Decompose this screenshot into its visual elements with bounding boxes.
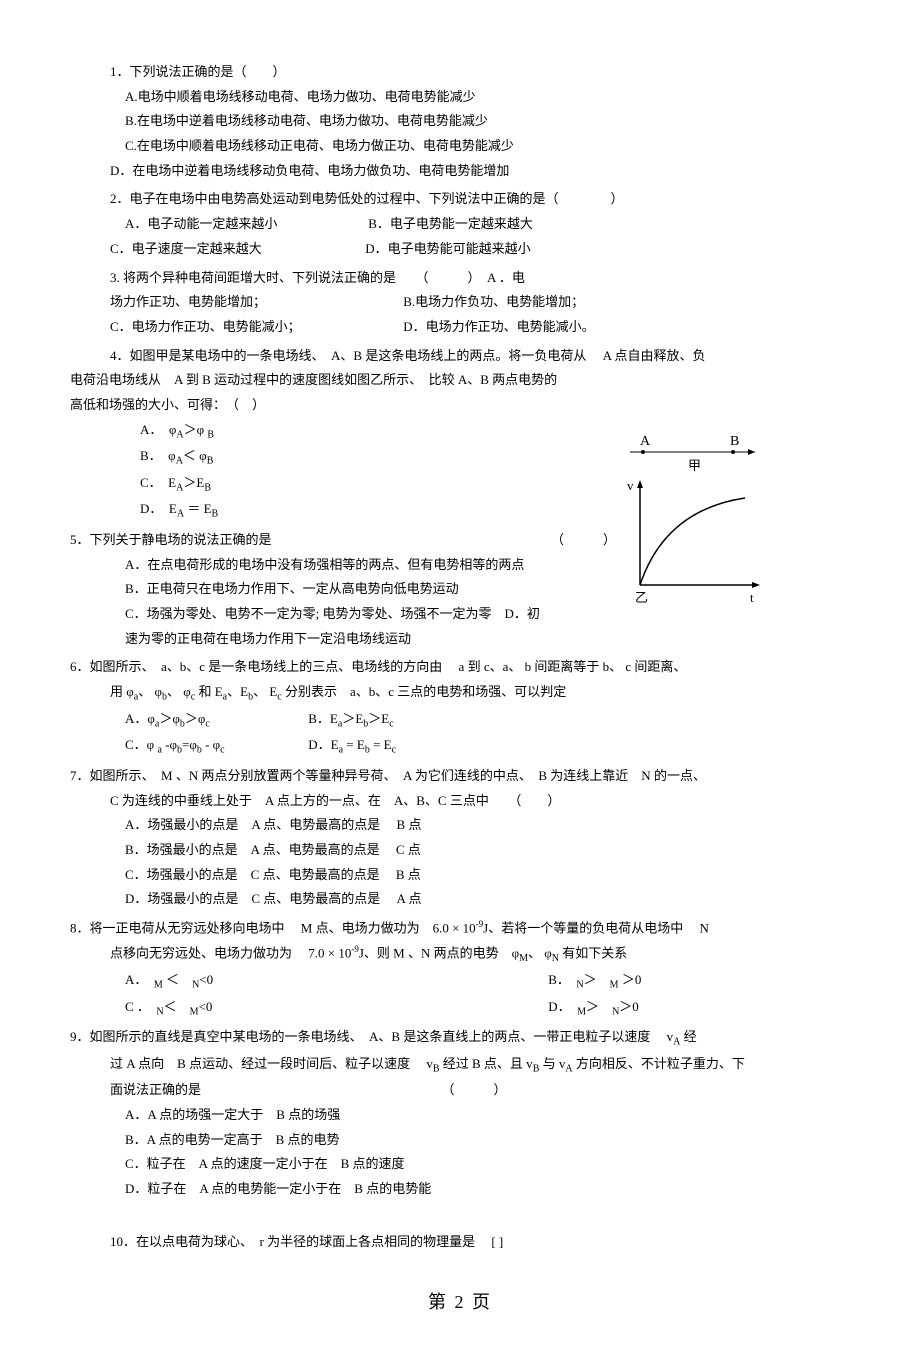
q2-stem: 2．电子在电场中由电势高处运动到电势低处的过程中、下列说法中正确的是（ ） [70, 187, 850, 212]
diagram-label-t: t [750, 590, 754, 605]
q9-opt-b: B．A 点的电势一定高于 B 点的电势 [70, 1128, 850, 1153]
question-8: 8．将一正电荷从无穷远处移向电场中 M 点、电场力做功为 6.0 × 10-9J… [70, 916, 850, 1021]
q2-row2: C．电子速度一定越来越大 D．电子电势能可能越来越小 [70, 237, 850, 262]
q4-num: 4． [110, 348, 130, 363]
diagram-curve [640, 498, 745, 585]
q9-opt-d: D．粒子在 A 点的电势能一定小于在 B 点的电势能 [70, 1177, 850, 1202]
q2-row1: A．电子动能一定越来越小 B．电子电势能一定越来越大 [70, 212, 850, 237]
q4-stem-text: 如图甲是某电场中的一条电场线、 A、B 是这条电场线上的两点。将一负电荷从 A … [130, 348, 706, 363]
q3-num: 3. [110, 270, 120, 285]
question-3: 3. 将两个异种电荷间距增大时、下列说法正确的是 （ ） A ．电 场力作正功、… [70, 266, 850, 340]
diagram-label-v: v [627, 478, 634, 493]
q8-opt-b: B． N＞ M ＞0 [548, 968, 641, 995]
q2-opt-b: B．电子电势能一定越来越大 [368, 212, 533, 237]
q1-opt-b: B.在电场中逆着电场线移动电荷、电场力做功、电荷电势能减少 [70, 109, 850, 134]
q5-opt-d: 速为零的正电荷在电场力作用下一定沿电场线运动 [70, 627, 850, 652]
q2-opt-d: D．电子电势能可能越来越小 [365, 237, 530, 262]
q7-opt-a: A．场强最小的点是 A 点、电势最高的点是 B 点 [70, 813, 850, 838]
question-7: 7．如图所示、 M 、N 两点分别放置两个等量种异号荷、 A 为它们连线的中点、… [70, 764, 850, 912]
q7-cont: C 为连线的中垂线上处于 A 点上方的一点、在 A、B、C 三点中 （ ） [70, 789, 850, 814]
q8-stem: 8．将一正电荷从无穷远处移向电场中 M 点、电场力做功为 6.0 × 10-9J… [70, 916, 850, 941]
diagram-label-a: A [640, 434, 651, 449]
q7-opt-c: C．场强最小的点是 C 点、电势最高的点是 B 点 [70, 863, 850, 888]
q1-stem: 1．下列说法正确的是（ ） [70, 60, 850, 85]
q4-cont2: 高低和场强的大小、可得： （ ） [70, 393, 850, 418]
question-1: 1．下列说法正确的是（ ） A.电场中顺着电场线移动电荷、电场力做功、电荷电势能… [70, 60, 850, 183]
q8-opt-d: D． M＞ N＞0 [548, 995, 639, 1022]
page-footer: 第 2 页 [70, 1285, 850, 1319]
q6-stem: 6．如图所示、 a、b、c 是一条电场线上的三点、电场线的方向由 a 到 c、a… [70, 655, 850, 680]
q8-num: 8． [70, 920, 90, 935]
q6-num: 6． [70, 659, 90, 674]
page-container: 1．下列说法正确的是（ ） A.电场中顺着电场线移动电荷、电场力做功、电荷电势能… [70, 60, 850, 1319]
q1-opt-a: A.电场中顺着电场线移动电荷、电场力做功、电荷电势能减少 [70, 85, 850, 110]
q7-num: 7． [70, 768, 90, 783]
q3-opt-b: B.电场力作负功、电势能增加； [403, 290, 584, 315]
question-2: 2．电子在电场中由电势高处运动到电势低处的过程中、下列说法中正确的是（ ） A．… [70, 187, 850, 261]
q1-num: 1． [110, 64, 130, 79]
q4-diagram: A B 甲 v t 乙 [610, 430, 770, 610]
q6-cont: 用 φa、 φb、 φc 和 Ea、Eb、 Ec 分别表示 a、b、c 三点的电… [70, 680, 850, 707]
q9-opt-c: C．粒子在 A 点的速度一定小于在 B 点的速度 [70, 1152, 850, 1177]
question-10: 10．在以点电荷为球心、 r 为半径的球面上各点相同的物理量是 [ ] [70, 1230, 850, 1255]
q5-stem-text: 下列关于静电场的说法正确的是 （ ） [90, 532, 617, 547]
q7-opt-d: D．场强最小的点是 C 点、电势最高的点是 A 点 [70, 887, 850, 912]
q2-num: 2． [110, 191, 130, 206]
q8-row2: C ． N＜ M<0 D． M＞ N＞0 [70, 995, 850, 1022]
q1-stem-text: 下列说法正确的是（ ） [130, 64, 286, 79]
q3-opt-d: D．电场力作正功、电势能减小。 [403, 315, 594, 340]
q7-stem-text: 如图所示、 M 、N 两点分别放置两个等量种异号荷、 A 为它们连线的中点、 B… [90, 768, 706, 783]
q6-row1: A．φa＞φb＞φc B．Ea＞Eb＞Ec [70, 707, 850, 734]
q2-opt-c: C．电子速度一定越来越大 [110, 237, 362, 262]
q6-stem-text: 如图所示、 a、b、c 是一条电场线上的三点、电场线的方向由 a 到 c、a、 … [90, 659, 687, 674]
q6-opt-d: D．Ea = Eb = Ec [308, 733, 396, 760]
q5-num: 5． [70, 532, 90, 547]
q6-opt-c: C．φ a -φb=φb - φc [125, 733, 305, 760]
q8-cont: 点移向无穷远处、电场力做功为 7.0 × 10-9J、则 M 、N 两点的电势 … [70, 941, 850, 968]
diagram-label-yi: 乙 [635, 590, 648, 605]
q9-cont2: 面说法正确的是 （ ） [70, 1078, 850, 1103]
q3-opt-c: C．电场力作正功、电势能减小； [110, 315, 400, 340]
q10-num: 10． [110, 1234, 136, 1249]
q2-opt-a: A．电子动能一定越来越小 [125, 212, 365, 237]
q1-opt-c: C.在电场中顺着电场线移动正电荷、电场力做正功、电荷电势能减少 [70, 134, 850, 159]
q1-opt-d: D．在电场中逆着电场线移动负电荷、电场力做负功、电荷电势能增加 [70, 159, 850, 184]
question-9: 9．如图所示的直线是真空中某电场的一条电场线、 A、B 是这条直线上的两点、一带… [70, 1025, 850, 1202]
q7-opt-b: B．场强最小的点是 A 点、电势最高的点是 C 点 [70, 838, 850, 863]
q6-opt-a: A．φa＞φb＞φc [125, 707, 305, 734]
q7-stem: 7．如图所示、 M 、N 两点分别放置两个等量种异号荷、 A 为它们连线的中点、… [70, 764, 850, 789]
diagram-x-arrow [752, 582, 760, 588]
q9-opt-a: A．A 点的场强一定大于 B 点的场强 [70, 1103, 850, 1128]
q3-row2: C．电场力作正功、电势能减小； D．电场力作正功、电势能减小。 [70, 315, 850, 340]
q8-opt-c: C ． N＜ M<0 [125, 995, 545, 1022]
q10-stem-text: 在以点电荷为球心、 r 为半径的球面上各点相同的物理量是 [ ] [136, 1234, 503, 1249]
diagram-label-jia: 甲 [688, 458, 701, 473]
q8-opt-a: A． M ＜ N<0 [125, 968, 545, 995]
q9-num: 9． [70, 1029, 90, 1044]
q9-stem: 9．如图所示的直线是真空中某电场的一条电场线、 A、B 是这条直线上的两点、一带… [70, 1025, 850, 1052]
q3-stem: 3. 将两个异种电荷间距增大时、下列说法正确的是 （ ） A ．电 [70, 266, 850, 291]
q6-row2: C．φ a -φb=φb - φc D．Ea = Eb = Ec [70, 733, 850, 760]
q4-stem: 4．如图甲是某电场中的一条电场线、 A、B 是这条电场线上的两点。将一负电荷从 … [70, 344, 850, 369]
q3-row1: 场力作正功、电势能增加； B.电场力作负功、电势能增加； [70, 290, 850, 315]
q2-stem-text: 电子在电场中由电势高处运动到电势低处的过程中、下列说法中正确的是（ ） [130, 191, 624, 206]
q9-cont1: 过 A 点向 B 点运动、经过一段时间后、粒子以速度 vB 经过 B 点、且 v… [70, 1052, 850, 1079]
question-6: 6．如图所示、 a、b、c 是一条电场线上的三点、电场线的方向由 a 到 c、a… [70, 655, 850, 759]
q3-cont: 场力作正功、电势能增加； [110, 290, 400, 315]
q4-cont1: 电荷沿电场线从 A 到 B 运动过程中的速度图线如图乙所示、 比较 A、B 两点… [70, 368, 850, 393]
diagram-y-arrow [637, 480, 643, 488]
diagram-label-b: B [730, 434, 739, 449]
diagram-arrow-head [748, 449, 755, 455]
q8-row1: A． M ＜ N<0 B． N＞ M ＞0 [70, 968, 850, 995]
q3-stem-text: 将两个异种电荷间距增大时、下列说法正确的是 （ ） A ．电 [123, 270, 525, 285]
q6-opt-b: B．Ea＞Eb＞Ec [308, 707, 393, 734]
